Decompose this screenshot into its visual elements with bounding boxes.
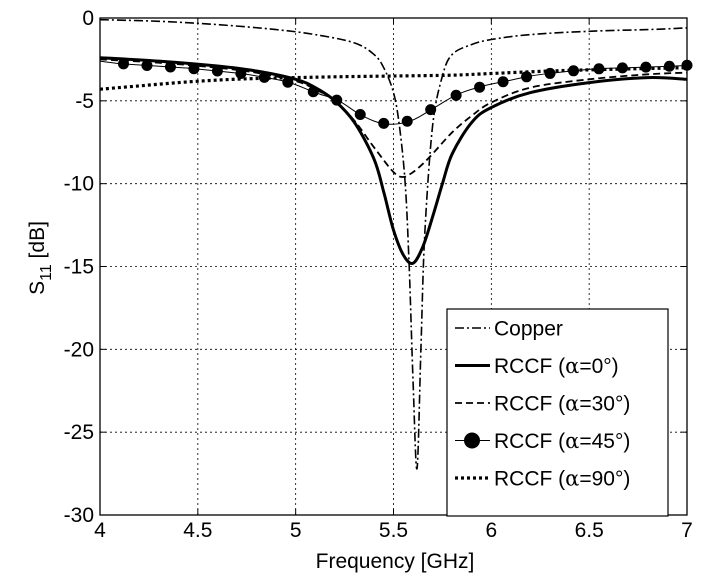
y-axis-label-main: S	[26, 281, 49, 295]
x-tick-label: 6	[485, 519, 497, 542]
ticks: 4 4.5 5 5.5 6 6.5 7 0 -5 -10 -15 -20 -25 -30	[64, 7, 693, 542]
series-marker	[568, 65, 580, 77]
legend-label: RCCF (α=90°)	[494, 467, 630, 491]
x-tick-label: 4.5	[183, 519, 212, 542]
series-marker	[640, 61, 652, 73]
series-marker	[663, 60, 675, 72]
series-marker	[211, 65, 223, 77]
y-tick-label: -10	[64, 173, 94, 196]
x-tick-label: 4	[94, 519, 106, 542]
series-marker	[521, 71, 533, 83]
x-tick-label: 5.5	[379, 519, 408, 542]
series-marker	[401, 115, 413, 127]
series-marker	[141, 59, 153, 71]
legend-label: RCCF (α=45°)	[494, 429, 630, 453]
series-layer	[99, 18, 693, 470]
y-tick-label: -25	[64, 421, 94, 444]
y-tick-label: -30	[64, 504, 94, 527]
series-marker	[450, 89, 462, 101]
series-marker	[425, 104, 437, 116]
series-marker	[354, 109, 366, 121]
series-line-rccf-0	[99, 56, 688, 265]
y-axis-label-unit: [dB]	[26, 221, 49, 264]
y-tick-label: -20	[64, 338, 94, 361]
series-marker	[188, 63, 200, 75]
y-axis-label: S11 [dB]	[26, 221, 55, 295]
x-tick-label: 5	[290, 519, 302, 542]
series-line-copper	[99, 18, 688, 470]
series-marker	[544, 67, 556, 79]
x-tick-label: 6.5	[575, 519, 604, 542]
legend-label: RCCF (α=30°)	[494, 392, 630, 416]
series-marker	[164, 61, 176, 73]
series-marker	[593, 63, 605, 75]
y-tick-label: -5	[75, 90, 94, 113]
y-axis-label-subscript: 11	[38, 264, 55, 281]
series-marker	[378, 117, 390, 129]
y-tick-label: 0	[82, 7, 94, 30]
legend-marker	[464, 432, 480, 449]
series-marker	[235, 67, 247, 79]
series-marker	[616, 62, 628, 74]
legend-box	[446, 308, 669, 517]
series-marker	[474, 81, 486, 93]
legend-label: Copper	[494, 318, 563, 341]
series-marker	[258, 71, 270, 83]
y-tick-label: -15	[64, 256, 94, 279]
legend: Copper RCCF (α=0°) RCCF (α=30°) RCCF (α=45°…	[446, 308, 669, 517]
series-marker	[331, 94, 343, 106]
series-marker	[117, 58, 129, 70]
x-axis-label: Frequency [GHz]	[316, 550, 475, 573]
legend-label: RCCF (α=0°)	[494, 354, 619, 378]
x-tick-label: 7	[681, 519, 693, 542]
series-marker	[497, 76, 509, 88]
